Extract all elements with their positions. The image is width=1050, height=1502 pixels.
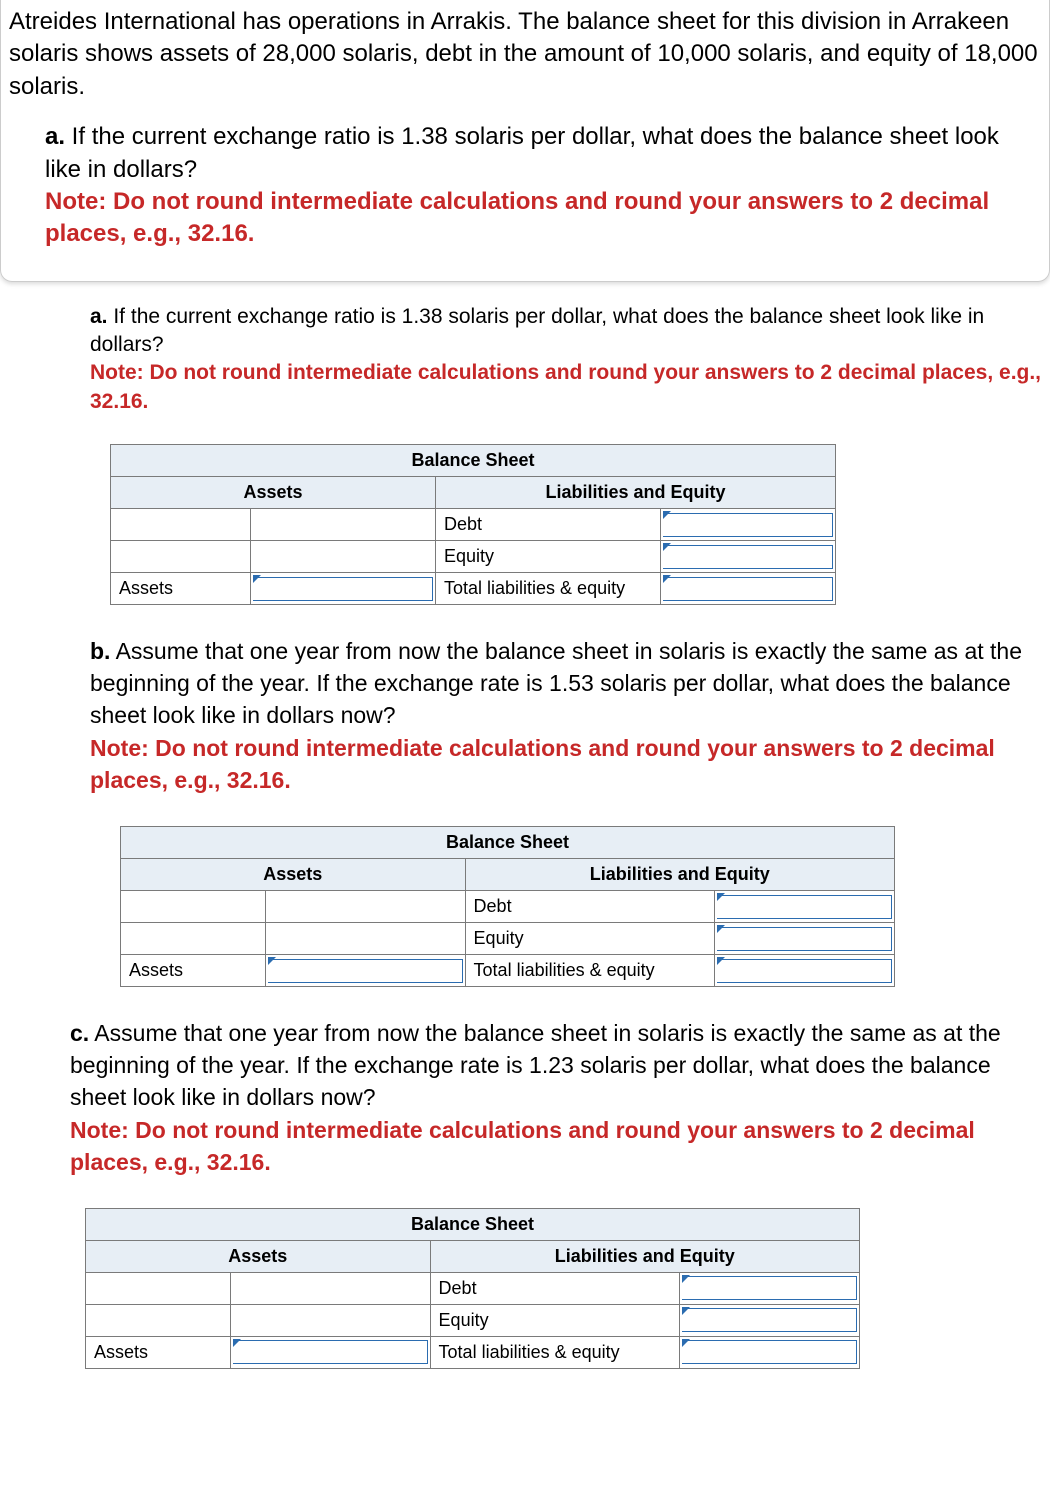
empty-cell	[111, 509, 251, 541]
total-label: Total liabilities & equity	[465, 955, 715, 987]
input-indicator-icon	[717, 893, 725, 901]
liabilities-header: Liabilities and Equity	[436, 477, 836, 509]
input-indicator-icon	[682, 1307, 690, 1315]
table-title: Balance Sheet	[111, 445, 836, 477]
empty-cell	[265, 891, 465, 923]
input-indicator-icon	[682, 1275, 690, 1283]
input-indicator-icon	[717, 925, 725, 933]
assets-label: Assets	[86, 1336, 231, 1368]
sub-block-b: b. Assume that one year from now the bal…	[0, 635, 1050, 987]
empty-cell	[265, 923, 465, 955]
total-input-c[interactable]	[680, 1336, 860, 1368]
note-a: Note: Do not round intermediate calculat…	[90, 361, 1041, 412]
debt-label: Debt	[465, 891, 715, 923]
empty-cell	[121, 923, 266, 955]
assets-label: Assets	[111, 573, 251, 605]
debt-input-b[interactable]	[715, 891, 895, 923]
assets-input-b[interactable]	[265, 955, 465, 987]
assets-input-a[interactable]	[251, 573, 436, 605]
total-label: Total liabilities & equity	[430, 1336, 680, 1368]
prompt-b: b. Assume that one year from now the bal…	[90, 635, 1042, 796]
equity-label: Equity	[430, 1304, 680, 1336]
empty-cell	[230, 1272, 430, 1304]
liabilities-header: Liabilities and Equity	[465, 859, 894, 891]
empty-cell	[251, 509, 436, 541]
debt-label: Debt	[430, 1272, 680, 1304]
assets-label: Assets	[121, 955, 266, 987]
debt-input-c[interactable]	[680, 1272, 860, 1304]
liabilities-header: Liabilities and Equity	[430, 1240, 859, 1272]
debt-input-a[interactable]	[661, 509, 836, 541]
part-a-text: If the current exchange ratio is 1.38 so…	[45, 123, 999, 182]
equity-input-b[interactable]	[715, 923, 895, 955]
assets-header: Assets	[111, 477, 436, 509]
prompt-c: c. Assume that one year from now the bal…	[70, 1017, 1042, 1178]
debt-label: Debt	[436, 509, 661, 541]
intro-text: Atreides International has operations in…	[9, 6, 1041, 103]
input-indicator-icon	[682, 1339, 690, 1347]
table-title: Balance Sheet	[121, 827, 895, 859]
assets-input-c[interactable]	[230, 1336, 430, 1368]
problem-statement-box: Atreides International has operations in…	[0, 0, 1050, 282]
assets-header: Assets	[121, 859, 466, 891]
marker-b: b.	[90, 638, 110, 664]
table-title: Balance Sheet	[86, 1208, 860, 1240]
prompt-a: a. If the current exchange ratio is 1.38…	[90, 303, 1042, 416]
input-indicator-icon	[663, 575, 671, 583]
balance-sheet-table-c: Balance Sheet Assets Liabilities and Equ…	[85, 1208, 860, 1369]
input-indicator-icon	[663, 511, 671, 519]
total-label: Total liabilities & equity	[436, 573, 661, 605]
note-c: Note: Do not round intermediate calculat…	[70, 1117, 975, 1175]
equity-label: Equity	[436, 541, 661, 573]
text-b: Assume that one year from now the balanc…	[90, 638, 1022, 728]
equity-input-a[interactable]	[661, 541, 836, 573]
empty-cell	[86, 1304, 231, 1336]
empty-cell	[251, 541, 436, 573]
empty-cell	[86, 1272, 231, 1304]
total-input-a[interactable]	[661, 573, 836, 605]
empty-cell	[230, 1304, 430, 1336]
assets-header: Assets	[86, 1240, 431, 1272]
input-indicator-icon	[268, 957, 276, 965]
total-input-b[interactable]	[715, 955, 895, 987]
empty-cell	[111, 541, 251, 573]
sub-block-c: c. Assume that one year from now the bal…	[0, 1017, 1050, 1369]
input-indicator-icon	[717, 957, 725, 965]
note-b: Note: Do not round intermediate calculat…	[90, 735, 995, 793]
marker-c: c.	[70, 1020, 89, 1046]
equity-label: Equity	[465, 923, 715, 955]
balance-sheet-table-b: Balance Sheet Assets Liabilities and Equ…	[120, 826, 895, 987]
input-indicator-icon	[253, 575, 261, 583]
balance-sheet-table-a: Balance Sheet Assets Liabilities and Equ…	[110, 444, 836, 605]
sub-block-a: a. If the current exchange ratio is 1.38…	[0, 303, 1050, 605]
part-a-note: Note: Do not round intermediate calculat…	[45, 188, 989, 247]
answer-area: a. If the current exchange ratio is 1.38…	[0, 297, 1050, 1429]
input-indicator-icon	[663, 543, 671, 551]
input-indicator-icon	[233, 1339, 241, 1347]
top-part-a: a. If the current exchange ratio is 1.38…	[9, 121, 1041, 251]
marker-a: a.	[90, 305, 108, 328]
equity-input-c[interactable]	[680, 1304, 860, 1336]
text-a: If the current exchange ratio is 1.38 so…	[90, 305, 984, 356]
text-c: Assume that one year from now the balanc…	[70, 1020, 1001, 1110]
part-a-marker: a.	[45, 123, 65, 150]
empty-cell	[121, 891, 266, 923]
